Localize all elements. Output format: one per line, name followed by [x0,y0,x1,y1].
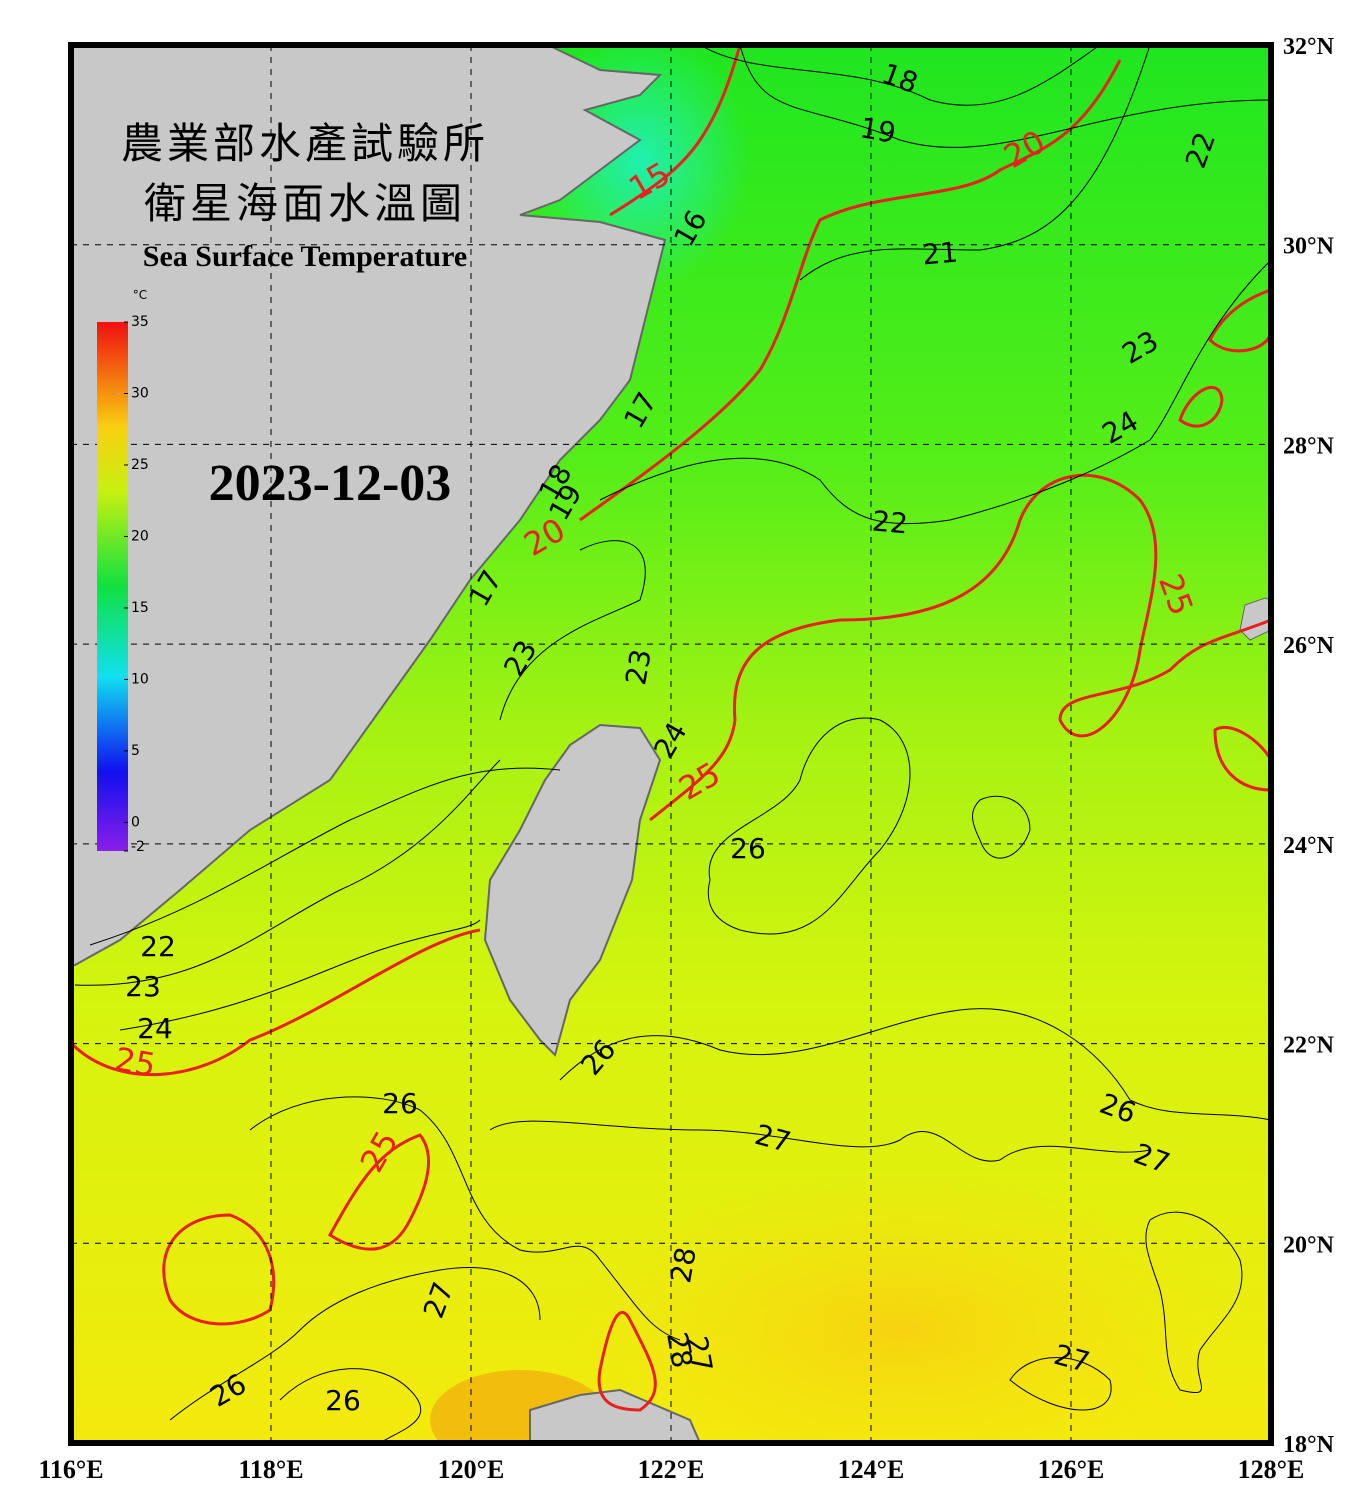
lat-label: 26°N [1283,633,1335,659]
luzon-land [529,1388,702,1443]
contour-label: 27 [680,1334,719,1375]
contour-label: 24 [137,1012,173,1045]
lat-label: 24°N [1283,833,1335,859]
colorbar-tick-label: 35 [131,314,149,330]
contour-label: 28 [664,1245,703,1286]
china-land [71,45,667,966]
contour-label: 28 [660,1330,699,1371]
warm-water [570,1170,1230,1443]
map-frame [68,42,1274,1446]
lat-label: 30°N [1283,234,1335,260]
colorbar-tick-label: 5 [131,743,140,759]
contour-label: 25 [112,1040,159,1084]
colorbar-unit: °C [133,288,147,302]
isotherm-black [74,45,1271,1443]
lon-label: 118°E [238,1455,303,1484]
colorbar-tick-label: 20 [131,528,149,544]
lat-label: 22°N [1283,1033,1335,1059]
lat-label: 18°N [1283,1432,1335,1458]
title-zh: 衛星海面水溫圖 [144,182,466,228]
lat-label: 28°N [1283,433,1335,459]
contour-label: 22 [140,930,176,963]
map-area [71,45,1271,1443]
grid [71,45,1271,1443]
lon-label: 126°E [1038,1455,1105,1484]
colorbar-tick-label: 30 [131,385,149,401]
colorbar-tick-label: 0 [131,814,140,830]
contour-label: 22 [871,505,909,541]
title-en: Sea Surface Temperature [143,240,467,273]
contour-label: 21 [921,236,959,272]
lat-label: 32°N [1283,34,1335,60]
lon-label: 128°E [1238,1455,1305,1484]
contour-label: 26 [382,1087,418,1120]
lat-label: 20°N [1283,1232,1335,1258]
lon-label: 120°E [438,1455,505,1484]
contour-label: 26 [325,1384,361,1417]
lon-label: 122°E [638,1455,705,1484]
contour-label: 26 [730,832,766,865]
colorbar-tick-label: -2 [131,839,145,855]
colorbar-tick-label: 25 [131,457,149,473]
contour-label: 23 [619,647,658,688]
title-zh: 農業部水產試驗所 [121,121,489,168]
lon-label: 116°E [38,1455,103,1484]
colorbar-tick-label: 15 [131,600,149,616]
colorbar-tick-label: 10 [131,671,149,687]
date: 2023-12-03 [209,455,452,512]
taiwan-land [483,723,662,1057]
lon-label: 124°E [838,1455,905,1484]
contour-label: 23 [125,970,161,1003]
colorbar [97,322,128,851]
contour-label: 19 [857,111,898,150]
